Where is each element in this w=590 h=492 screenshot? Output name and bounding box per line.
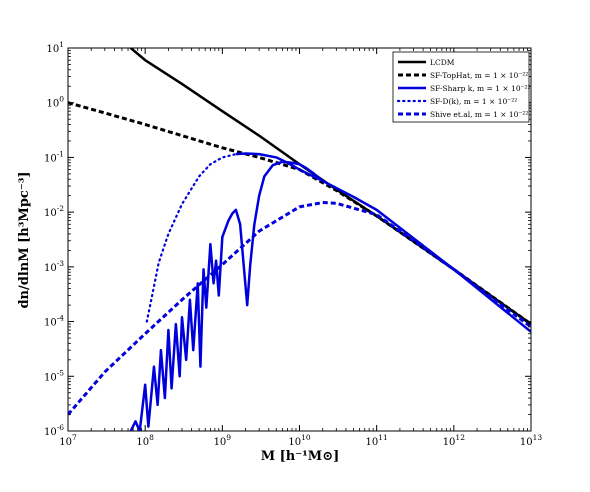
- legend-label-3: SF-D(k), m = 1 × 10⁻²²: [430, 97, 517, 106]
- y-axis-label: dn/dlnM [h³Mpc⁻³]: [17, 171, 32, 308]
- series-line-4: [68, 201, 531, 416]
- x-tick-label: 107: [59, 433, 77, 448]
- y-tick-label: 10-6: [44, 423, 64, 438]
- legend: LCDM SF-TopHat, m = 1 × 10⁻²² SF-Sharp k, …: [392, 51, 531, 123]
- series-line-3: [145, 153, 238, 323]
- legend-label-1: SF-TopHat, m = 1 × 10⁻²²: [430, 71, 528, 80]
- y-tick-label: 101: [46, 40, 64, 55]
- series-line-2: [235, 152, 531, 333]
- legend-label-4: Shive et.al, m = 1 × 10⁻²²: [430, 110, 528, 119]
- x-axis-label: M [h⁻¹M⊙]: [261, 449, 340, 464]
- x-tick-label: 1010: [288, 433, 311, 448]
- y-tick-label: 100: [46, 95, 64, 110]
- y-tick-label: 10-2: [44, 204, 64, 219]
- legend-label-0: LCDM: [430, 58, 455, 67]
- x-tick-label: 1013: [520, 433, 543, 448]
- x-tick-label: 1012: [443, 433, 466, 448]
- y-tick-label: 10-3: [44, 259, 64, 274]
- series-line-1: [68, 101, 531, 326]
- y-tick-label: 10-1: [44, 149, 64, 164]
- y-tick-label: 10-4: [44, 314, 64, 329]
- legend-label-2: SF-Sharp k, m = 1 × 10⁻²²: [430, 84, 531, 93]
- x-tick-label: 1011: [366, 433, 388, 448]
- x-tick-label: 109: [214, 433, 232, 448]
- series-layer: [68, 48, 531, 431]
- x-tick-label: 108: [136, 433, 154, 448]
- y-tick-label: 10-5: [44, 368, 64, 383]
- series-line-5: [129, 160, 324, 431]
